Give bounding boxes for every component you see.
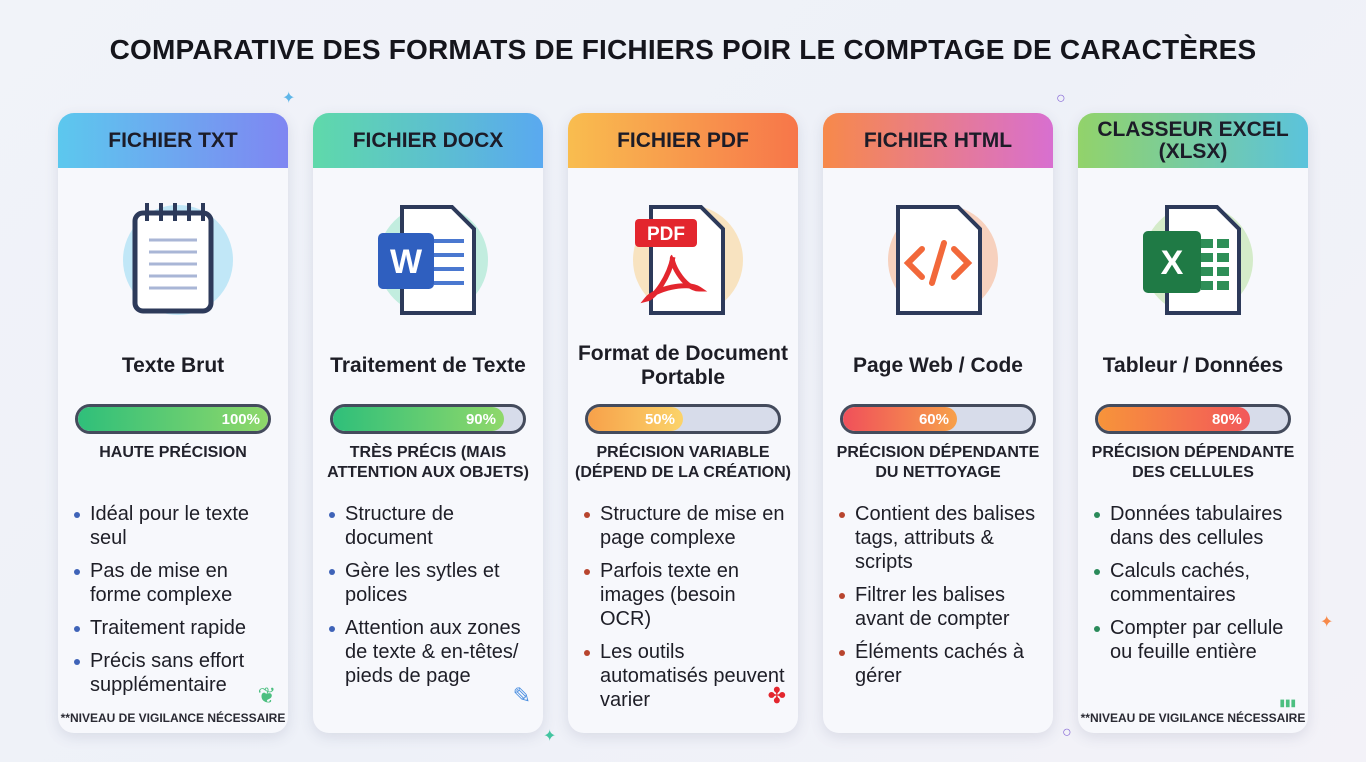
precision-bar-fill: 80% [1098,407,1250,431]
precision-bar: 100% [75,404,271,434]
precision-bar: 90% [330,404,526,434]
precision-label: TRÈS PRÉCIS (MAIS ATTENTION AUX OBJETS) [327,444,529,481]
precision-label: PRÉCISION VARIABLE (DÉPEND DE LA CRÉATIO… [575,444,791,481]
card-subtitle: Format de Document Portable [577,342,789,389]
list-item: Idéal pour le texte seul [72,502,278,550]
precision-bar-fill: 90% [333,407,504,431]
card-header: FICHIER HTML [823,113,1053,168]
pdf-document-icon: PDF [613,185,753,335]
format-card: FICHIER HTML Page Web / Code 60% PRÉCISI… [823,113,1053,733]
precision-bar: 80% [1095,404,1291,434]
precision-bar-fill: 60% [843,407,957,431]
page-title: COMPARATIVE DES FORMATS DE FICHIERS POIR… [109,34,1257,65]
precision-bar-fill: 100% [78,407,268,431]
list-item: Éléments cachés à gérer [837,640,1043,688]
format-card: CLASSEUR EXCEL (XLSX) X Tableur / Donnée… [1078,113,1308,733]
format-card: FICHIER TXT Texte Brut 100% HAUTE PRÉCIS… [58,113,288,733]
list-item: Attention aux zones de texte & en-têtes/… [327,616,533,688]
list-item: Parfois texte en images (besoin OCR) [582,559,788,631]
precision-label: PRÉCISION DÉPENDANTE DES CELLULES [1091,444,1295,481]
feather-icon: ❦ [257,683,276,708]
feature-list: Idéal pour le texte seul Pas de mise en f… [72,502,278,706]
card-subtitle: Texte Brut [121,354,225,377]
format-card: FICHIER PDF PDF Format de Document Porta… [568,113,798,733]
list-item: Pas de mise en forme complexe [72,559,278,607]
list-item: Filtrer les balises avant de compter [837,583,1043,631]
list-item: Structure de document [327,502,533,550]
circle-icon: ○ [1062,724,1072,741]
precision-bar: 50% [585,404,781,434]
list-item: Calculs cachés, commentaires [1092,559,1298,607]
card-header: FICHIER TXT [58,113,288,168]
sparkle-icon: ✦ [1320,614,1334,631]
feature-list: Structure de mise en page complexe Parfoi… [582,502,788,721]
card-subtitle: Traitement de Texte [330,354,526,377]
precision-bar: 60% [840,404,1036,434]
acrobat-icon: ✤ [767,683,786,708]
card-header: CLASSEUR EXCEL (XLSX) [1078,113,1308,168]
svg-text:X: X [1161,244,1184,282]
list-item: Précis sans effort supplémentaire [72,649,278,697]
precision-label: PRÉCISION DÉPENDANTE DU NETTOYAGE [836,444,1040,481]
circle-icon: ○ [1056,90,1066,107]
list-item: Contient des balises tags, attributs & s… [837,502,1043,574]
pen-icon: ✎ [512,683,531,708]
svg-text:W: W [390,243,423,281]
html-code-icon [868,185,1008,335]
list-item: Données tabulaires dans des cellules [1092,502,1298,550]
excel-document-icon: X [1123,185,1263,335]
sparkle-icon: ✦ [543,728,557,745]
feature-list: Contient des balises tags, attributs & s… [837,502,1043,697]
card-subtitle: Tableur / Données [1102,354,1284,377]
svg-text:PDF: PDF [647,224,685,245]
list-item: Compter par cellule ou feuille entière [1092,616,1298,664]
word-document-icon: W [358,185,498,335]
feature-list: Structure de document Gère les sytles et … [327,502,533,697]
list-item: Les outils automatisés peuvent varier [582,640,788,712]
precision-bar-fill: 50% [588,407,683,431]
card-header: FICHIER DOCX [313,113,543,168]
format-card: FICHIER DOCX W Traitement de Texte 90% T… [313,113,543,733]
sparkle-icon: ✦ [282,90,296,107]
list-item: Gère les sytles et polices [327,559,533,607]
notepad-icon [103,185,243,335]
precision-label: HAUTE PRÉCISION [99,444,247,461]
list-item: Structure de mise en page complexe [582,502,788,550]
card-footer: **NIVEAU DE VIGILANCE NÉCESSAIRE [60,711,286,725]
bar-chart-icon: ▮▮▮ [1279,698,1296,709]
card-header: FICHIER PDF [568,113,798,168]
card-footer: **NIVEAU DE VIGILANCE NÉCESSAIRE [1080,711,1306,725]
list-item: Traitement rapide [72,616,278,640]
feature-list: Données tabulaires dans des cellules Calc… [1092,502,1298,673]
card-subtitle: Page Web / Code [853,354,1023,377]
